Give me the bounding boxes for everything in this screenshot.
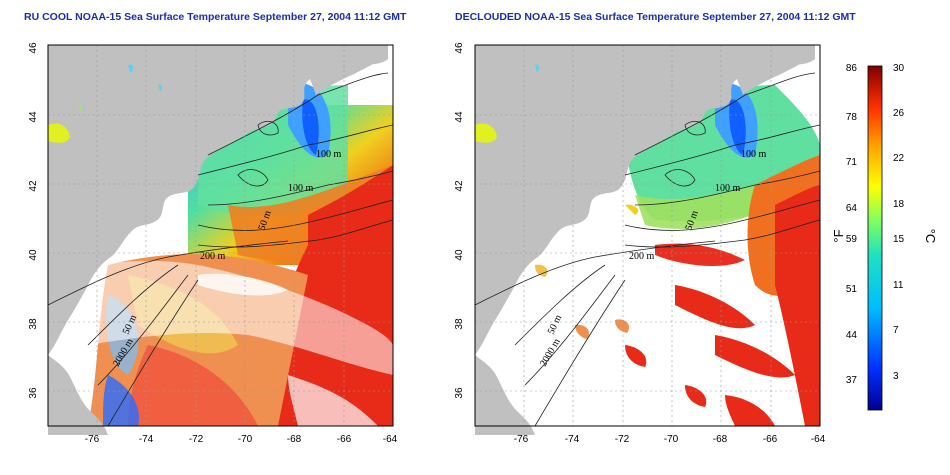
right-x-tick: -64 (811, 434, 826, 445)
left-contours (47, 72, 394, 427)
left-grid (48, 45, 393, 426)
colorbar-f-tick: 59 (846, 234, 858, 245)
right-x-tick: -76 (514, 434, 529, 445)
colorbar-f-tick: 71 (846, 157, 858, 168)
right-x-tick: -74 (565, 434, 580, 445)
left-map-title: RU COOL NOAA-15 Sea Surface Temperature … (24, 11, 407, 23)
colorbar-f-tick: 86 (846, 63, 858, 74)
left-map-border (47, 44, 394, 427)
right-y-tick: 40 (454, 249, 465, 261)
left-y-tick: 46 (28, 42, 39, 54)
right-contour-label-2: 100 m (715, 183, 741, 194)
colorbar-f-tick: 44 (846, 330, 858, 341)
right-map-title: DECLOUDED NOAA-15 Sea Surface Temperatur… (455, 11, 856, 23)
left-y-tick: 38 (28, 318, 39, 330)
colorbar-f-tick: 64 (846, 203, 858, 214)
right-x-axis: -76 -74 -72 -70 -68 -66 -64 (514, 434, 826, 445)
left-x-tick: -64 (383, 434, 398, 445)
right-x-tick: -68 (713, 434, 728, 445)
right-y-tick: 42 (454, 180, 465, 192)
left-x-tick: -74 (139, 434, 154, 445)
colorbar-c-tick: 18 (893, 199, 905, 210)
left-contour-label-4: 200 m (200, 251, 226, 262)
right-y-tick: 46 (454, 42, 465, 54)
right-y-tick: 38 (454, 318, 465, 330)
colorbar: 86 78 71 64 59 51 44 37 30 26 22 18 15 1… (831, 63, 938, 411)
right-y-axis: 46 44 42 40 38 36 (454, 42, 465, 399)
right-grid (475, 45, 820, 426)
right-contour-label-4: 200 m (629, 251, 655, 262)
left-x-axis: -76 -74 -72 -70 -68 -66 -64 (85, 434, 398, 445)
colorbar-f-tick: 78 (846, 112, 858, 123)
fahrenheit-unit-label: °F (831, 229, 846, 242)
colorbar-c-tick: 3 (893, 371, 899, 382)
colorbar-c-tick: 15 (893, 234, 905, 245)
left-y-tick: 36 (28, 387, 39, 399)
left-x-tick: -66 (337, 434, 352, 445)
left-x-tick: -72 (189, 434, 204, 445)
left-x-tick: -70 (238, 434, 253, 445)
right-x-tick: -72 (615, 434, 630, 445)
right-y-tick: 44 (454, 111, 465, 123)
right-x-tick: -70 (664, 434, 679, 445)
colorbar-c-tick: 22 (893, 153, 905, 164)
right-x-tick: -66 (763, 434, 778, 445)
left-x-tick: -68 (287, 434, 302, 445)
left-contour-label-1: 100 m (316, 149, 342, 160)
left-y-axis: 46 44 42 40 38 36 (28, 42, 39, 399)
colorbar-f-tick: 37 (846, 375, 858, 386)
right-map-panel: 100 m 100 m 50 m 200 m 50 m 2000 m (474, 44, 821, 435)
colorbar-c-tick: 11 (893, 280, 904, 291)
left-y-tick: 40 (28, 249, 39, 261)
left-y-tick: 44 (28, 111, 39, 123)
colorbar-c-tick: 30 (893, 63, 905, 74)
left-x-tick: -76 (85, 434, 100, 445)
colorbar-c-tick: 26 (893, 108, 905, 119)
right-map-border (474, 44, 821, 427)
right-y-tick: 36 (454, 387, 465, 399)
colorbar-gradient (867, 65, 883, 411)
left-contour-label-2: 100 m (288, 183, 314, 194)
left-map-panel: 100 m 100 m 50 m 200 m 50 m 2000 m (47, 44, 394, 435)
right-contours (474, 72, 821, 427)
celsius-unit-label: °C (923, 229, 938, 244)
right-contour-label-1: 100 m (741, 149, 767, 160)
left-y-tick: 42 (28, 180, 39, 192)
colorbar-f-tick: 51 (846, 284, 858, 295)
colorbar-c-tick: 7 (893, 325, 899, 336)
